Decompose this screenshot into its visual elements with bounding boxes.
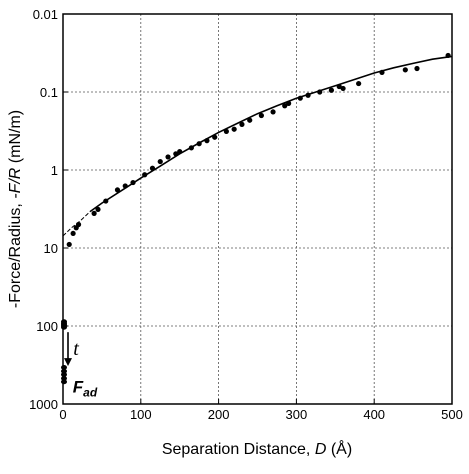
grid [63, 14, 452, 404]
data-point [258, 112, 264, 119]
data-point [70, 230, 76, 237]
y-tick-label: 100 [36, 319, 58, 334]
data-point [196, 141, 202, 147]
x-tick-label: 300 [286, 407, 308, 422]
data-point [379, 69, 385, 75]
y-tick-label: 1 [51, 163, 58, 178]
x-tick-label: 100 [130, 407, 152, 422]
data-point [317, 89, 323, 95]
y-axis-title: -Force/Radius, -F/R (mN/m) [7, 110, 24, 308]
data-point [177, 148, 183, 155]
data-point [114, 187, 121, 193]
data-point [130, 179, 136, 186]
data-point [328, 87, 335, 93]
plot-frame [62, 13, 453, 405]
data-point [305, 92, 311, 98]
data-point [122, 183, 128, 189]
data-point [142, 172, 148, 178]
adhesion-force-label: Fad [73, 378, 98, 400]
data-point [239, 121, 245, 127]
data-point [91, 210, 97, 216]
data-point [270, 109, 276, 115]
data-point [414, 65, 420, 72]
data-point [445, 52, 451, 59]
data-point [204, 138, 210, 144]
data-point [188, 145, 194, 151]
data-point [356, 80, 362, 87]
data-point [212, 134, 218, 140]
x-tick-label: 200 [208, 407, 230, 422]
y-tick-label: 10 [44, 241, 58, 256]
x-tick-label: 0 [59, 407, 66, 422]
data-point [66, 241, 72, 248]
axis-ticks: 0 100 200 300 400 500 0.01 0.1 1 10 100 1000 [29, 7, 463, 422]
y-tick-label: 0.01 [33, 7, 58, 22]
time-label: t [73, 338, 79, 360]
data-point [231, 126, 237, 132]
x-tick-label: 400 [363, 407, 385, 422]
data-point [282, 103, 288, 109]
data-point [340, 85, 346, 92]
data-points [61, 52, 451, 385]
data-point [103, 198, 109, 204]
fit-dashed-curve [62, 211, 91, 237]
adhesion-point [61, 379, 67, 385]
data-point [223, 128, 229, 135]
data-point [95, 206, 101, 213]
fit-curves [62, 55, 453, 237]
data-point [286, 100, 292, 106]
data-point [75, 221, 82, 228]
data-point [165, 154, 171, 160]
data-point [336, 83, 342, 90]
x-axis-title: Separation Distance, D (Å) [162, 439, 352, 458]
y-tick-label: 0.1 [40, 85, 58, 100]
data-point [402, 67, 408, 73]
annotations: t Fad [64, 332, 98, 400]
fit-solid-curve [89, 55, 453, 213]
data-point [247, 117, 253, 123]
data-point [157, 158, 163, 165]
y-tick-label: 1000 [29, 397, 58, 412]
data-point [173, 151, 179, 157]
data-point [297, 95, 303, 101]
x-tick-label: 500 [441, 407, 463, 422]
data-point [149, 165, 156, 171]
